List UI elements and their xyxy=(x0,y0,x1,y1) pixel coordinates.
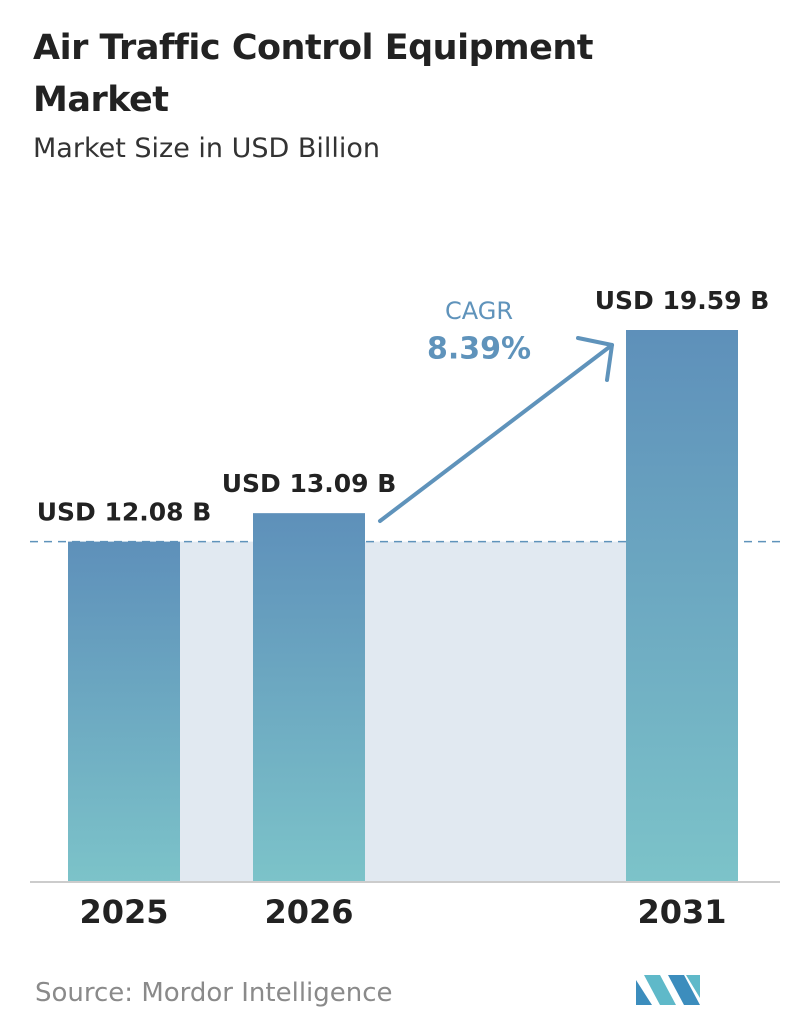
bar xyxy=(253,513,365,882)
x-tick-label: 2026 xyxy=(264,893,353,931)
cagr-arrowhead xyxy=(576,336,614,382)
value-label: USD 19.59 B xyxy=(595,286,770,315)
cagr-arrow xyxy=(378,343,614,523)
chart-title: Air Traffic Control Equipment Market xyxy=(33,28,593,120)
reference-area xyxy=(180,541,626,882)
value-label: USD 12.08 B xyxy=(37,498,212,527)
x-tick-label: 2031 xyxy=(637,893,726,931)
chart-subtitle: Market Size in USD Billion xyxy=(33,133,381,164)
source: Source: Mordor Intelligence xyxy=(35,978,393,1008)
bar xyxy=(68,541,180,882)
cagr-label: CAGR xyxy=(445,297,513,325)
x-tick-label: 2025 xyxy=(79,893,168,931)
logo xyxy=(636,975,700,1005)
cagr-value: 8.39% xyxy=(427,332,531,367)
bar xyxy=(626,330,738,882)
value-label: USD 13.09 B xyxy=(222,469,397,498)
